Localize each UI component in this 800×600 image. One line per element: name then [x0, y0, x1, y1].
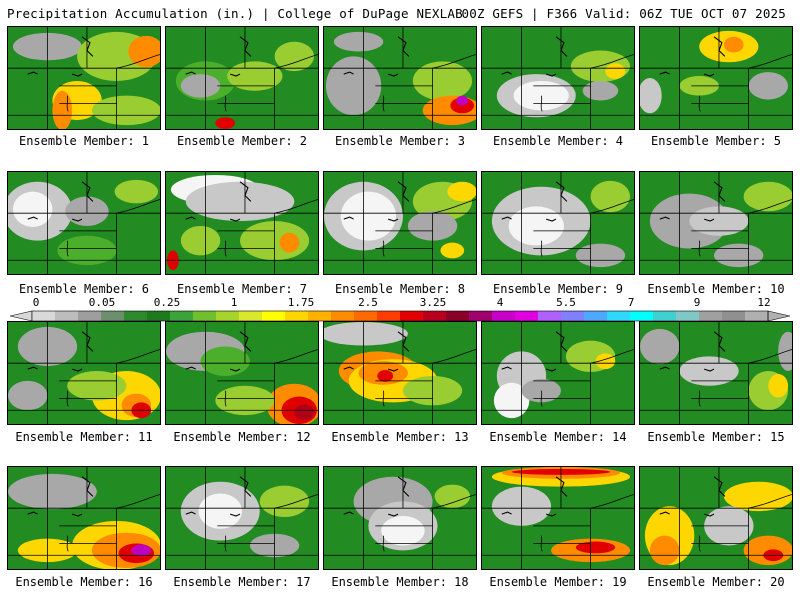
- colorbar-max-arrow: [767, 310, 790, 322]
- ensemble-map-panel: [7, 321, 161, 425]
- ensemble-map-panel: [481, 171, 635, 275]
- colorbar-swatch: [239, 311, 263, 321]
- ensemble-map-panel: [165, 466, 319, 570]
- colorbar-swatch: [492, 311, 516, 321]
- colorbar-swatch: [561, 311, 585, 321]
- ensemble-map-panel: [7, 466, 161, 570]
- ensemble-map-panel: [323, 466, 477, 570]
- colorbar-swatch: [699, 311, 723, 321]
- map-title: Precipitation Accumulation (in.) | Colle…: [7, 6, 463, 21]
- ensemble-member-caption: Ensemble Member: 13: [331, 430, 469, 444]
- ensemble-member-caption: Ensemble Member: 20: [647, 575, 785, 589]
- colorbar-tick-label: 5.5: [556, 296, 576, 309]
- colorbar-swatch: [124, 311, 148, 321]
- colorbar-swatch: [78, 311, 102, 321]
- ensemble-member-caption: Ensemble Member: 18: [331, 575, 469, 589]
- ensemble-map-panel: [481, 466, 635, 570]
- colorbar-swatch: [676, 311, 700, 321]
- colorbar-swatch: [446, 311, 470, 321]
- ensemble-map-panel: [165, 321, 319, 425]
- ensemble-member-caption: Ensemble Member: 4: [492, 134, 624, 148]
- ensemble-map-panel: [639, 321, 793, 425]
- colorbar-tick-label: 9: [693, 296, 701, 309]
- ensemble-map-panel: [323, 26, 477, 130]
- colorbar-swatch: [170, 311, 194, 321]
- ensemble-map-panel: [323, 321, 477, 425]
- ensemble-member-caption: Ensemble Member: 3: [334, 134, 466, 148]
- colorbar-swatch: [32, 311, 56, 321]
- colorbar-swatch: [538, 311, 562, 321]
- ensemble-member-caption: Ensemble Member: 19: [489, 575, 627, 589]
- ensemble-member-caption: Ensemble Member: 14: [489, 430, 627, 444]
- colorbar-swatch: [285, 311, 309, 321]
- colorbar-tick-label: 3.25: [419, 296, 447, 309]
- precip-colorbar: [10, 300, 790, 332]
- colorbar-min-arrow: [10, 310, 33, 322]
- ensemble-map-panel: [639, 26, 793, 130]
- ensemble-member-caption: Ensemble Member: 17: [173, 575, 311, 589]
- colorbar-tick-label: 4: [496, 296, 504, 309]
- colorbar-swatch: [354, 311, 378, 321]
- colorbar-swatch: [722, 311, 746, 321]
- ensemble-map-panel: [481, 26, 635, 130]
- ensemble-member-caption: Ensemble Member: 16: [15, 575, 153, 589]
- colorbar-tick-label: 1.75: [287, 296, 315, 309]
- colorbar-tick-label: 7: [627, 296, 635, 309]
- ensemble-map-panel: [323, 171, 477, 275]
- ensemble-map-panel: [7, 26, 161, 130]
- colorbar-swatch: [147, 311, 171, 321]
- ensemble-member-caption: Ensemble Member: 9: [492, 282, 624, 296]
- ensemble-member-caption: Ensemble Member: 7: [176, 282, 308, 296]
- colorbar-swatch: [423, 311, 447, 321]
- ensemble-map-panel: [639, 171, 793, 275]
- colorbar-swatch: [745, 311, 769, 321]
- ensemble-member-caption: Ensemble Member: 11: [15, 430, 153, 444]
- colorbar-tick-label: 12: [757, 296, 771, 309]
- ensemble-map-panel: [165, 26, 319, 130]
- colorbar-swatch: [331, 311, 355, 321]
- colorbar-swatch: [400, 311, 424, 321]
- run-info: 00Z GEFS | F366 Valid: 06Z TUE OCT 07 20…: [461, 6, 786, 21]
- colorbar-swatch: [216, 311, 240, 321]
- ensemble-member-caption: Ensemble Member: 8: [334, 282, 466, 296]
- ensemble-member-caption: Ensemble Member: 12: [173, 430, 311, 444]
- ensemble-member-caption: Ensemble Member: 5: [650, 134, 782, 148]
- ensemble-map-panel: [481, 321, 635, 425]
- ensemble-member-caption: Ensemble Member: 2: [176, 134, 308, 148]
- colorbar-swatch: [55, 311, 79, 321]
- ensemble-member-caption: Ensemble Member: 15: [647, 430, 785, 444]
- ensemble-map-panel: [7, 171, 161, 275]
- ensemble-map-panel: [165, 171, 319, 275]
- colorbar-tick-label: 0.25: [153, 296, 181, 309]
- colorbar-tick-label: 2.5: [358, 296, 378, 309]
- ensemble-member-caption: Ensemble Member: 6: [18, 282, 150, 296]
- colorbar-swatch: [630, 311, 654, 321]
- colorbar-swatch: [101, 311, 125, 321]
- colorbar-tick-label: 0: [32, 296, 40, 309]
- colorbar-swatch: [308, 311, 332, 321]
- colorbar-swatch: [584, 311, 608, 321]
- colorbar-tick-label: 0.05: [88, 296, 116, 309]
- ensemble-member-caption: Ensemble Member: 1: [18, 134, 150, 148]
- ensemble-map-panel: [639, 466, 793, 570]
- colorbar-swatch: [262, 311, 286, 321]
- colorbar-swatch: [515, 311, 539, 321]
- colorbar-swatch: [193, 311, 217, 321]
- colorbar-tick-label: 1: [230, 296, 238, 309]
- colorbar-swatch: [653, 311, 677, 321]
- colorbar-swatch: [377, 311, 401, 321]
- ensemble-member-caption: Ensemble Member: 10: [647, 282, 785, 296]
- colorbar-swatch: [469, 311, 493, 321]
- colorbar-swatch: [607, 311, 631, 321]
